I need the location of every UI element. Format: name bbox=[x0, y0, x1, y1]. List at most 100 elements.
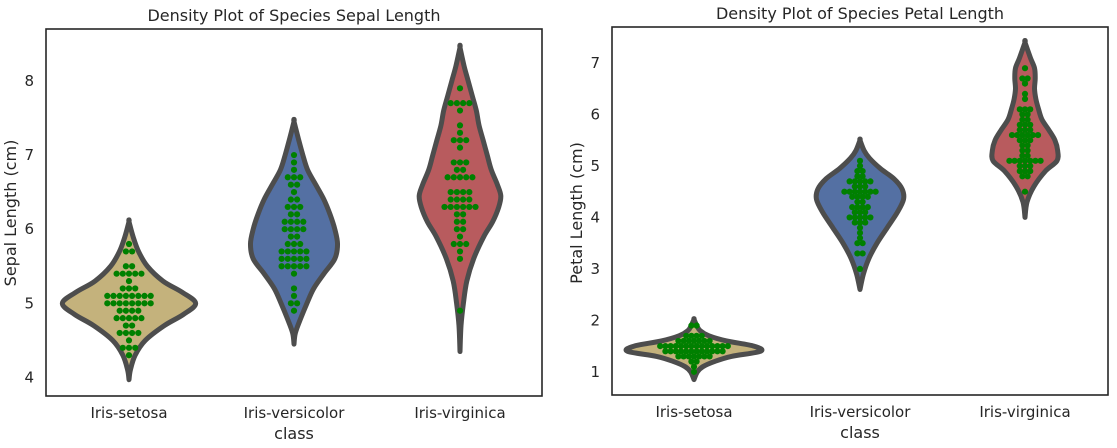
data-point bbox=[862, 178, 869, 185]
data-point bbox=[1021, 90, 1029, 98]
data-point bbox=[441, 203, 448, 211]
data-point bbox=[856, 229, 864, 236]
data-point bbox=[129, 322, 136, 329]
sepal-x-axis-label: class bbox=[274, 424, 314, 443]
data-point bbox=[290, 307, 298, 314]
data-point bbox=[1016, 157, 1023, 164]
petal-plot-frame bbox=[611, 26, 1109, 396]
data-point bbox=[447, 189, 454, 196]
data-point bbox=[1024, 173, 1031, 180]
data-point bbox=[147, 292, 154, 300]
data-point bbox=[284, 263, 291, 270]
data-point bbox=[856, 224, 864, 231]
data-point bbox=[693, 322, 700, 329]
data-point bbox=[1029, 131, 1036, 139]
data-point bbox=[701, 337, 708, 345]
x-tick-label: Iris-versicolor bbox=[810, 403, 912, 421]
data-point bbox=[113, 270, 120, 277]
data-point bbox=[294, 300, 301, 307]
data-point bbox=[698, 343, 705, 350]
data-point bbox=[1021, 95, 1029, 103]
data-point bbox=[706, 353, 713, 360]
data-point bbox=[463, 174, 470, 181]
y-tick-label: 7 bbox=[24, 146, 34, 164]
data-point bbox=[287, 300, 294, 307]
violin-iris-setosa bbox=[623, 316, 765, 383]
data-point bbox=[680, 353, 687, 360]
data-point bbox=[1027, 137, 1034, 144]
data-point bbox=[138, 315, 145, 322]
data-point bbox=[450, 240, 457, 248]
x-tick-label: Iris-virginica bbox=[979, 403, 1070, 421]
data-point bbox=[856, 209, 864, 216]
data-point bbox=[1014, 131, 1021, 139]
data-point bbox=[867, 178, 874, 185]
data-point bbox=[125, 285, 133, 292]
data-point bbox=[135, 307, 142, 314]
data-point bbox=[1021, 188, 1029, 195]
data-point bbox=[854, 168, 861, 175]
data-point bbox=[453, 211, 460, 218]
data-point bbox=[1032, 157, 1039, 164]
data-point bbox=[1019, 131, 1026, 139]
data-point bbox=[110, 300, 117, 307]
data-point bbox=[129, 248, 136, 255]
data-point bbox=[456, 107, 464, 114]
data-point bbox=[1021, 137, 1029, 144]
data-point bbox=[872, 188, 879, 195]
data-point bbox=[683, 332, 690, 339]
data-point bbox=[290, 240, 298, 248]
data-point bbox=[466, 100, 473, 107]
data-point bbox=[132, 285, 139, 292]
data-point bbox=[854, 204, 861, 211]
data-point bbox=[719, 348, 726, 355]
violin-iris-virginica bbox=[416, 42, 504, 355]
petal-points bbox=[657, 65, 1044, 375]
data-point bbox=[122, 263, 129, 270]
data-point bbox=[297, 255, 304, 262]
data-point bbox=[849, 193, 856, 200]
data-point bbox=[1011, 157, 1018, 164]
data-point bbox=[456, 159, 464, 166]
data-point bbox=[667, 348, 674, 355]
data-point bbox=[303, 263, 310, 270]
data-point bbox=[104, 292, 111, 300]
data-point bbox=[688, 322, 695, 329]
data-point bbox=[677, 348, 685, 355]
data-point bbox=[456, 137, 464, 144]
y-tick-label: 6 bbox=[590, 105, 600, 123]
data-point bbox=[141, 300, 148, 307]
data-point bbox=[466, 203, 473, 211]
data-point bbox=[129, 329, 136, 337]
data-point bbox=[690, 368, 698, 375]
data-point bbox=[862, 183, 869, 190]
data-point bbox=[714, 343, 721, 350]
data-point bbox=[698, 348, 705, 355]
data-point bbox=[862, 188, 869, 195]
x-tick-label: Iris-setosa bbox=[655, 403, 732, 421]
data-point bbox=[724, 343, 731, 350]
data-point bbox=[456, 129, 464, 136]
data-point bbox=[688, 358, 695, 365]
data-point bbox=[867, 214, 874, 221]
data-point bbox=[862, 214, 869, 221]
data-point bbox=[284, 248, 291, 255]
data-point bbox=[703, 348, 711, 355]
data-point bbox=[132, 270, 139, 277]
data-point bbox=[456, 122, 464, 129]
data-point bbox=[864, 193, 871, 200]
data-point bbox=[856, 188, 864, 195]
data-point bbox=[856, 162, 864, 170]
data-point bbox=[278, 255, 285, 262]
data-point bbox=[864, 204, 871, 211]
data-point bbox=[287, 233, 294, 240]
data-point bbox=[859, 168, 866, 175]
data-point bbox=[1024, 152, 1031, 159]
data-point bbox=[662, 343, 669, 350]
petal-x-ticks: Iris-setosa Iris-versicolor Iris-virginica bbox=[655, 403, 1070, 421]
data-point bbox=[693, 358, 700, 365]
data-point bbox=[1027, 162, 1034, 170]
data-point bbox=[846, 188, 853, 195]
data-point bbox=[125, 240, 133, 248]
y-tick-label: 4 bbox=[590, 208, 600, 226]
